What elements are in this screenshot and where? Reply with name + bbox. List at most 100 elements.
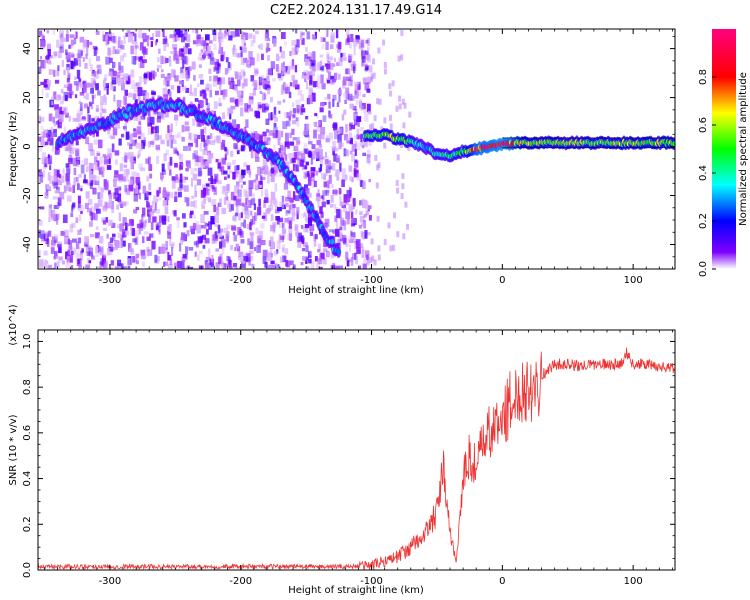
- noise-cell: [75, 31, 78, 39]
- noise-cell: [342, 52, 346, 61]
- noise-cell: [248, 169, 251, 178]
- noise-cell: [88, 162, 94, 172]
- noise-cell: [161, 243, 166, 247]
- noise-cell: [343, 194, 348, 203]
- noise-cell: [305, 224, 309, 233]
- noise-cell: [70, 212, 74, 218]
- noise-cell: [119, 223, 124, 232]
- noise-cell: [53, 182, 58, 189]
- noise-cell: [186, 197, 190, 207]
- noise-cell: [291, 120, 297, 125]
- noise-cell: [236, 181, 240, 188]
- noise-cell: [170, 51, 174, 55]
- noise-cell: [133, 159, 136, 164]
- noise-cell: [104, 74, 108, 79]
- noise-cell: [195, 220, 199, 226]
- noise-cell: [133, 209, 138, 214]
- noise-cell: [350, 124, 356, 130]
- noise-cell: [214, 214, 219, 223]
- noise-cell: [312, 167, 315, 176]
- noise-cell: [349, 62, 352, 68]
- noise-cell: [110, 200, 114, 210]
- noise-cell: [319, 164, 322, 171]
- noise-cell: [334, 72, 338, 81]
- noise-cell: [95, 226, 99, 231]
- noise-cell: [284, 154, 288, 161]
- noise-cell: [261, 215, 266, 219]
- noise-cell: [309, 152, 313, 158]
- noise-cell: [282, 244, 285, 249]
- noise-cell: [69, 240, 73, 249]
- noise-cell: [180, 261, 185, 269]
- noise-cell: [55, 256, 58, 260]
- noise-cell: [269, 248, 273, 255]
- noise-cell: [66, 142, 71, 151]
- noise-cell: [202, 47, 205, 52]
- noise-cell: [76, 109, 82, 115]
- noise-cell: [70, 39, 75, 46]
- noise-cell: [143, 73, 148, 79]
- noise-cell: [114, 150, 120, 156]
- noise-cell: [56, 39, 59, 48]
- noise-cell: [49, 161, 52, 171]
- noise-cell: [106, 165, 112, 170]
- noise-cell: [105, 217, 108, 223]
- noise-cell: [240, 212, 243, 219]
- noise-cell: [176, 151, 179, 156]
- noise-cell: [237, 170, 241, 175]
- noise-cell: [111, 143, 115, 153]
- noise-cell: [128, 92, 133, 98]
- noise-cell: [140, 222, 144, 228]
- noise-cell: [313, 240, 317, 247]
- noise-cell: [356, 116, 362, 122]
- noise-cell: [332, 63, 336, 67]
- noise-cell: [129, 138, 135, 146]
- noise-cell: [142, 38, 148, 42]
- noise-cell: [44, 141, 48, 146]
- noise-cell: [151, 89, 155, 95]
- noise-cell: [366, 88, 371, 93]
- noise-cell: [240, 31, 243, 40]
- noise-cell: [154, 201, 157, 211]
- noise-cell: [382, 39, 386, 46]
- noise-cell: [188, 247, 194, 251]
- noise-cell: [89, 83, 94, 88]
- noise-cell: [165, 240, 168, 250]
- noise-cell: [167, 263, 173, 269]
- noise-cell: [74, 76, 77, 80]
- noise-cell: [253, 80, 258, 87]
- noise-cell: [38, 115, 42, 124]
- noise-cell: [289, 197, 294, 203]
- noise-cell: [149, 208, 152, 216]
- noise-cell: [93, 71, 99, 79]
- noise-cell: [46, 30, 50, 34]
- noise-cell: [143, 98, 147, 105]
- noise-cell: [161, 163, 165, 172]
- noise-cell: [327, 93, 331, 100]
- noise-cell: [99, 246, 104, 256]
- noise-cell: [202, 149, 205, 156]
- noise-cell: [364, 50, 369, 55]
- noise-cell: [66, 29, 69, 34]
- noise-cell: [274, 171, 279, 177]
- noise-cell: [333, 122, 337, 131]
- noise-cell: [337, 89, 342, 95]
- noise-cell: [309, 75, 313, 85]
- noise-cell: [183, 222, 187, 228]
- noise-cell: [350, 79, 353, 87]
- noise-cell: [274, 165, 278, 174]
- noise-cell: [88, 57, 91, 66]
- x-tick-label: -300: [99, 576, 122, 587]
- noise-cell: [202, 244, 206, 249]
- noise-cell: [173, 54, 176, 62]
- noise-cell: [185, 160, 191, 167]
- noise-cell: [142, 59, 147, 64]
- noise-cell: [278, 56, 281, 60]
- colorbar-ticks: 0.00.20.40.60.8: [698, 69, 716, 277]
- noise-cell: [78, 78, 82, 82]
- noise-cell: [248, 51, 253, 59]
- noise-cell: [62, 168, 65, 175]
- noise-cell: [73, 58, 79, 66]
- noise-cell: [197, 83, 200, 87]
- noise-cell: [215, 268, 220, 269]
